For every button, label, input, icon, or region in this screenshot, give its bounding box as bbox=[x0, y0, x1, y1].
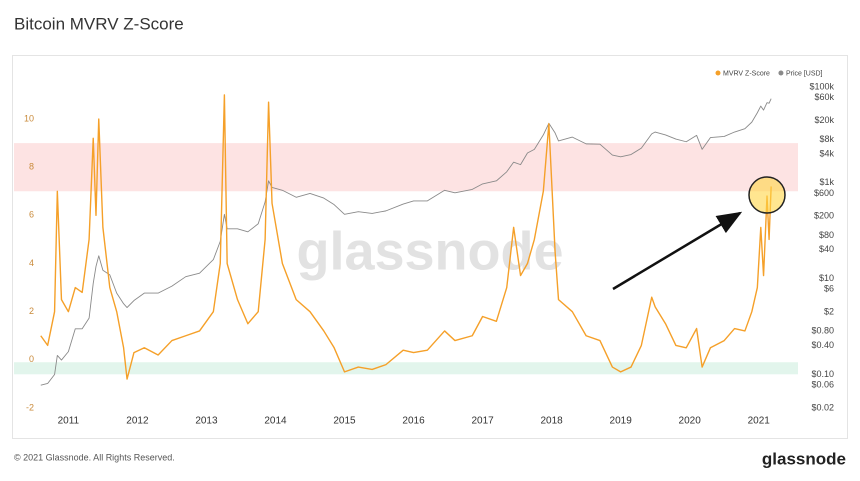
zscore-line bbox=[40, 94, 772, 380]
x-tick-label: 2016 bbox=[402, 416, 425, 427]
footer-logo: glassnode bbox=[762, 449, 846, 468]
y2-tick-label: $200 bbox=[814, 211, 834, 221]
y2-tick-label: $1k bbox=[819, 177, 834, 187]
x-tick-label: 2019 bbox=[610, 416, 633, 427]
y2-tick-label: $6 bbox=[824, 284, 834, 294]
legend-label: Price [USD] bbox=[786, 70, 823, 77]
x-tick-label: 2013 bbox=[195, 416, 218, 427]
x-tick-label: 2015 bbox=[333, 416, 356, 427]
watermark: glassnode bbox=[296, 221, 563, 281]
price-line bbox=[40, 98, 772, 386]
y2-tick-label: $20k bbox=[814, 115, 834, 125]
y-tick-label: 6 bbox=[29, 210, 34, 220]
footer-copyright: © 2021 Glassnode. All Rights Reserved. bbox=[14, 452, 175, 462]
chart-panel bbox=[12, 55, 848, 439]
y2-tick-label: $0.02 bbox=[811, 402, 834, 412]
y2-tick-label: $8k bbox=[819, 134, 834, 144]
x-tick-label: 2011 bbox=[58, 416, 80, 427]
highlight-circle bbox=[748, 176, 786, 214]
y-tick-label: 2 bbox=[29, 306, 34, 316]
chart-title: Bitcoin MVRV Z-Score bbox=[14, 14, 184, 33]
y2-tick-label: $40 bbox=[819, 244, 834, 254]
y-tick-label: 8 bbox=[29, 162, 34, 172]
y2-tick-label: $60k bbox=[814, 92, 834, 102]
y2-tick-label: $4k bbox=[819, 148, 834, 158]
y2-tick-label: $10 bbox=[819, 273, 834, 283]
x-tick-label: 2012 bbox=[126, 416, 149, 427]
x-tick-label: 2018 bbox=[540, 416, 563, 427]
y-tick-label: 10 bbox=[24, 113, 34, 123]
y2-tick-label: $600 bbox=[814, 188, 834, 198]
y-tick-label: -2 bbox=[26, 402, 34, 412]
y2-tick-label: $2 bbox=[824, 307, 834, 317]
y2-tick-label: $0.40 bbox=[811, 340, 834, 350]
zone-band bbox=[14, 143, 798, 192]
y-tick-label: 4 bbox=[29, 258, 34, 268]
plot-layer bbox=[40, 94, 772, 386]
y2-tick-label: $0.80 bbox=[811, 326, 834, 336]
x-tick-label: 2020 bbox=[679, 416, 702, 427]
legend-label: MVRV Z-Score bbox=[723, 70, 770, 77]
y-tick-label: 0 bbox=[29, 354, 34, 364]
x-tick-label: 2021 bbox=[748, 416, 771, 427]
x-tick-label: 2014 bbox=[264, 416, 287, 427]
y2-tick-label: $0.10 bbox=[811, 369, 834, 379]
legend-swatch bbox=[778, 70, 784, 76]
band-layer bbox=[14, 143, 798, 375]
y2-tick-label: $80 bbox=[819, 230, 834, 240]
x-tick-label: 2017 bbox=[471, 416, 494, 427]
zone-band bbox=[14, 362, 798, 375]
y2-tick-label: $100k bbox=[809, 81, 834, 91]
y2-tick-label: $0.06 bbox=[811, 380, 834, 390]
legend-swatch bbox=[715, 70, 721, 76]
annotation-arrow bbox=[612, 211, 743, 291]
